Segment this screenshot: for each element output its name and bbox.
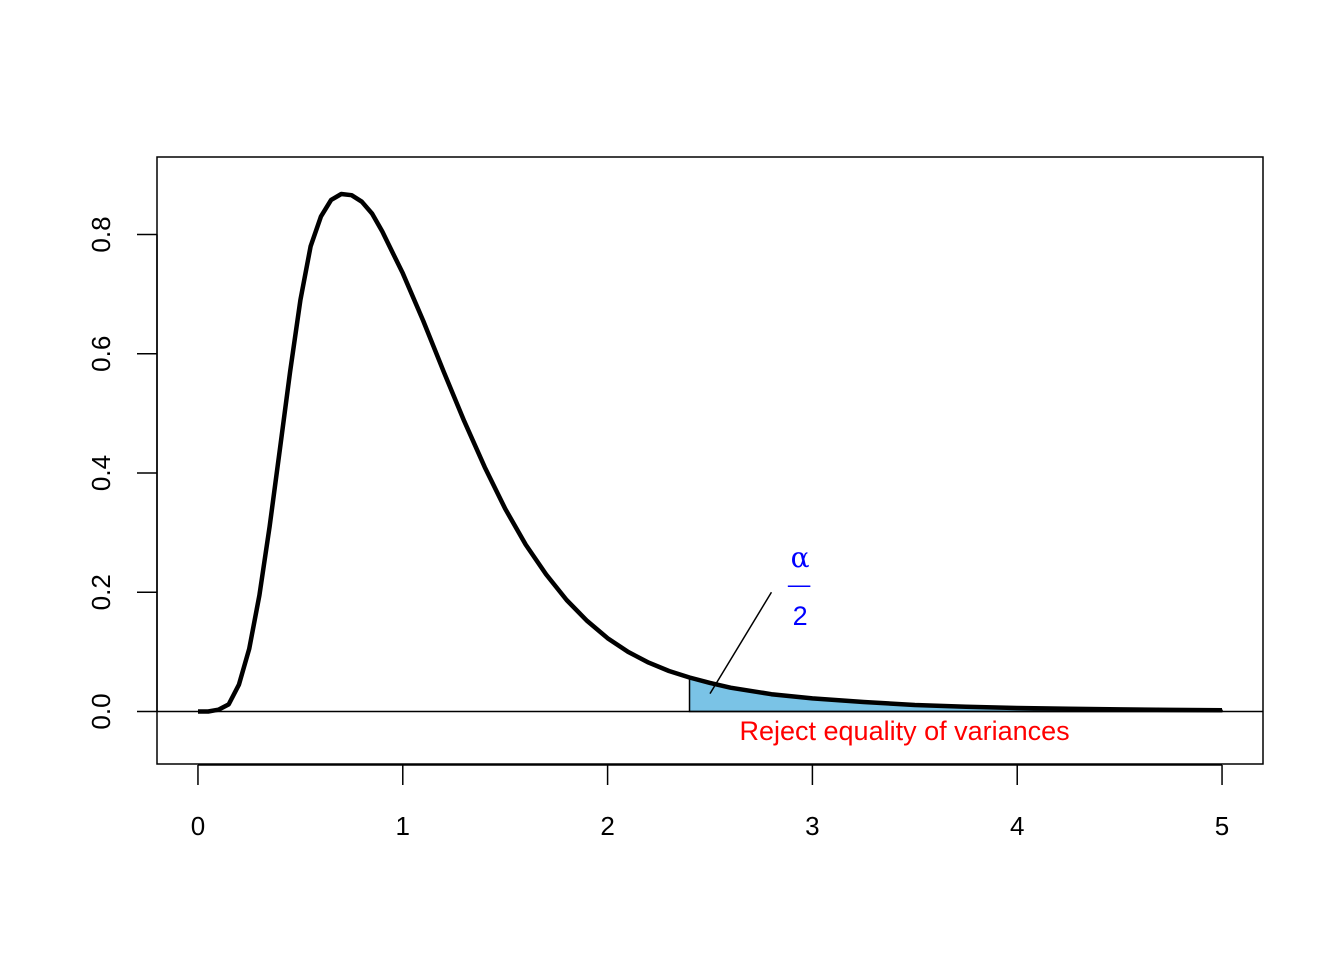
- x-tick-label: 5: [1215, 811, 1229, 841]
- x-tick-label: 2: [600, 811, 614, 841]
- x-tick-label: 0: [191, 811, 205, 841]
- alpha-denominator: 2: [793, 601, 808, 631]
- y-tick-label: 0.8: [86, 216, 116, 252]
- x-tick-label: 1: [396, 811, 410, 841]
- y-tick-label: 0.2: [86, 574, 116, 610]
- y-tick-label: 0.0: [86, 693, 116, 729]
- y-axis: 0.0 0.2 0.4 0.6 0.8: [86, 216, 158, 730]
- x-tick-label: 3: [805, 811, 819, 841]
- density-curve: [198, 191, 1223, 714]
- alpha-numerator: α: [791, 541, 810, 574]
- x-axis: 0 1 2 3 4 5: [191, 764, 1229, 841]
- x-tick-label: 4: [1010, 811, 1024, 841]
- rejection-label: Reject equality of variances: [739, 716, 1069, 746]
- alpha-pointer-line: [709, 591, 773, 695]
- plot-frame: [156, 156, 1264, 765]
- y-tick-label: 0.4: [86, 455, 116, 491]
- y-tick-label: 0.6: [86, 336, 116, 372]
